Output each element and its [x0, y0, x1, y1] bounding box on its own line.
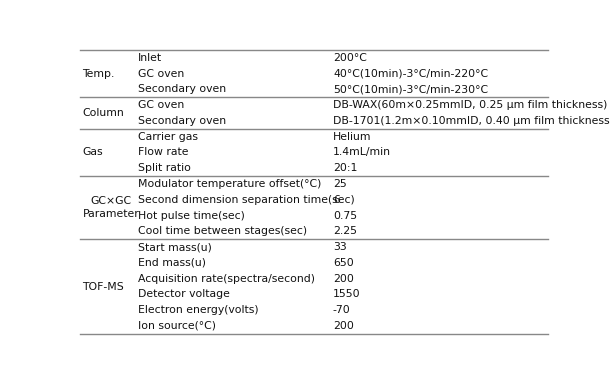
Text: Column: Column [82, 108, 124, 118]
Text: 200: 200 [333, 274, 354, 283]
Text: Second dimension separation time(sec): Second dimension separation time(sec) [138, 195, 354, 205]
Text: Acquisition rate(spectra/second): Acquisition rate(spectra/second) [138, 274, 315, 283]
Text: -70: -70 [333, 305, 351, 315]
Text: 1550: 1550 [333, 290, 361, 299]
Text: 6: 6 [333, 195, 340, 205]
Text: Secondary oven: Secondary oven [138, 84, 226, 94]
Text: Electron energy(volts): Electron energy(volts) [138, 305, 258, 315]
Text: 2.25: 2.25 [333, 226, 357, 236]
Text: DB-1701(1.2m×0.10mmID, 0.40 μm film thickness): DB-1701(1.2m×0.10mmID, 0.40 μm film thic… [333, 116, 610, 126]
Text: Ion source(°C): Ion source(°C) [138, 321, 216, 331]
Text: Start mass(u): Start mass(u) [138, 242, 212, 252]
Text: GC×GC
Parameter: GC×GC Parameter [82, 196, 139, 219]
Text: 0.75: 0.75 [333, 211, 357, 220]
Text: DB-WAX(60m×0.25mmID, 0.25 μm film thickness): DB-WAX(60m×0.25mmID, 0.25 μm film thickn… [333, 100, 608, 110]
Text: Temp.: Temp. [82, 69, 115, 79]
Text: 25: 25 [333, 179, 346, 189]
Text: Carrier gas: Carrier gas [138, 132, 198, 142]
Text: Modulator temperature offset(°C): Modulator temperature offset(°C) [138, 179, 321, 189]
Text: 40°C(10min)-3°C/min-220°C: 40°C(10min)-3°C/min-220°C [333, 69, 488, 79]
Text: Inlet: Inlet [138, 53, 162, 63]
Text: 200°C: 200°C [333, 53, 367, 63]
Text: 200: 200 [333, 321, 354, 331]
Text: Detector voltage: Detector voltage [138, 290, 229, 299]
Text: Cool time between stages(sec): Cool time between stages(sec) [138, 226, 307, 236]
Text: Helium: Helium [333, 132, 371, 142]
Text: Hot pulse time(sec): Hot pulse time(sec) [138, 211, 245, 220]
Text: Gas: Gas [82, 147, 103, 157]
Text: 20:1: 20:1 [333, 163, 357, 173]
Text: Flow rate: Flow rate [138, 147, 188, 157]
Text: 50°C(10min)-3°C/min-230°C: 50°C(10min)-3°C/min-230°C [333, 84, 488, 94]
Text: GC oven: GC oven [138, 100, 184, 110]
Text: TOF-MS: TOF-MS [82, 282, 124, 291]
Text: End mass(u): End mass(u) [138, 258, 206, 268]
Text: Split ratio: Split ratio [138, 163, 190, 173]
Text: GC oven: GC oven [138, 69, 184, 79]
Text: Secondary oven: Secondary oven [138, 116, 226, 126]
Text: 1.4mL/min: 1.4mL/min [333, 147, 391, 157]
Text: 650: 650 [333, 258, 354, 268]
Text: 33: 33 [333, 242, 346, 252]
